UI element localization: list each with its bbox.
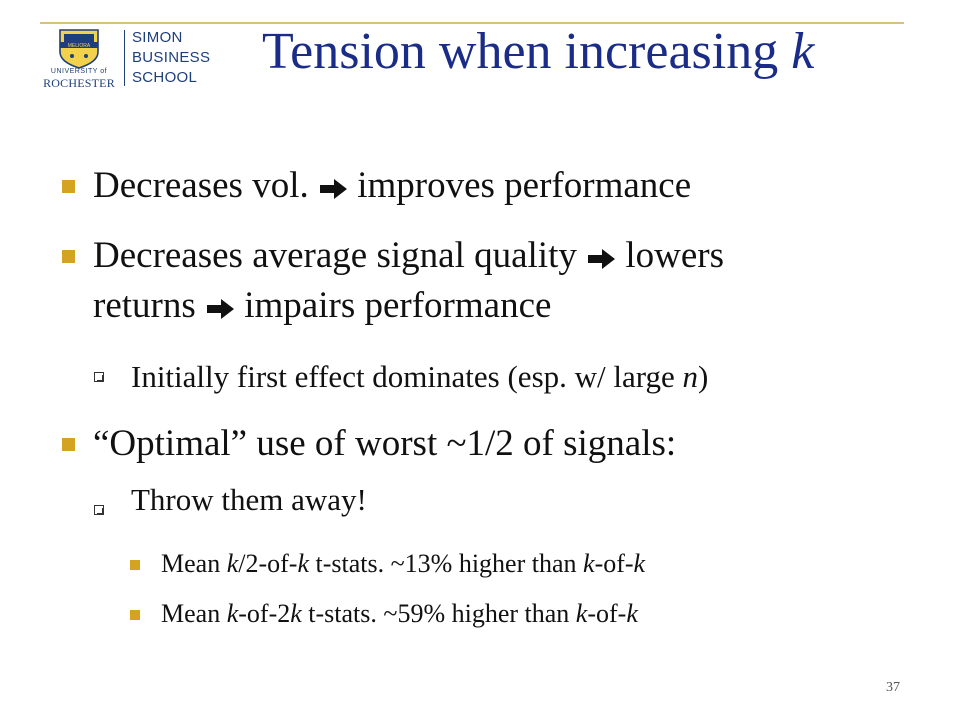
- bullet-icon: [62, 180, 75, 193]
- bullet-icon: [62, 250, 75, 263]
- slide-title: Tension when increasing k: [262, 22, 814, 81]
- bullet-1: Decreases vol. improves performance: [93, 163, 691, 209]
- sub-sub-bullet-2-text-a: Mean: [161, 599, 227, 628]
- bullet-icon: [130, 560, 140, 570]
- sub-sub-bullet-2-text-d: -of-: [587, 599, 627, 628]
- right-arrow-icon: [588, 248, 616, 269]
- sub-sub-bullet-1-var-2: k: [297, 549, 309, 578]
- sub-bullet-1-text-a: Initially first effect dominates (esp. w…: [131, 359, 683, 394]
- sub-sub-bullet-1: Mean k/2-of-k t-stats. ~13% higher than …: [161, 548, 645, 580]
- sub-bullet-1: Initially first effect dominates (esp. w…: [131, 358, 708, 396]
- bullet-3: “Optimal” use of worst ~1/2 of signals:: [93, 421, 676, 467]
- school-line-3: SCHOOL: [132, 69, 198, 86]
- sub-bullet-2: Throw them away!: [131, 481, 367, 519]
- sub-sub-bullet-1-text-c: t-stats. ~13% higher than: [309, 549, 584, 578]
- sub-sub-bullet-2-var-4: k: [626, 599, 638, 628]
- right-arrow-icon: [207, 298, 234, 319]
- simon-business-school-logo: MELIORA UNIVERSITY of ROCHESTER SIMON BU…: [38, 26, 256, 90]
- school-line-1: SIMON: [132, 29, 183, 46]
- page-number: 37: [886, 680, 900, 695]
- sub-sub-bullet-1-text-a: Mean: [161, 549, 227, 578]
- sub-sub-bullet-1-var-4: k: [633, 549, 646, 578]
- rochester-seal-icon: MELIORA: [59, 29, 99, 69]
- bullet-2-text-b: lowers: [616, 235, 725, 276]
- slide-title-text: Tension when increasing: [262, 23, 792, 80]
- bullet-icon: [130, 610, 140, 620]
- right-arrow-icon: [319, 178, 347, 199]
- bullet-2-text-a: Decreases average signal quality: [93, 235, 587, 276]
- sub-sub-bullet-2-text-b: -of-2: [238, 599, 291, 628]
- bullet-2-continuation: returns impairs performance: [93, 283, 551, 329]
- sub-sub-bullet-1-text-d: -of-: [594, 549, 634, 578]
- sub-sub-bullet-1-var-1: k: [226, 549, 239, 578]
- bullet-1-text-b: improves performance: [347, 165, 692, 206]
- sub-bullet-2-text: Throw them away!: [131, 482, 367, 517]
- sub-bullet-1-variable: n: [682, 359, 699, 394]
- sub-sub-bullet-2-var-2: k: [290, 599, 302, 628]
- bullet-2-text-d: impairs performance: [235, 285, 552, 326]
- sub-sub-bullet-2-var-1: k: [226, 599, 239, 628]
- sub-sub-bullet-1-text-b: /2-of-: [238, 549, 298, 578]
- sub-sub-bullet-2-var-3: k: [575, 599, 588, 628]
- logo-divider: [124, 30, 125, 86]
- school-name: SIMON BUSINESS SCHOOL: [132, 28, 210, 88]
- university-name: ROCHESTER: [43, 76, 115, 90]
- slide-title-variable: k: [791, 23, 815, 80]
- bullet-2-text-c: returns: [93, 285, 205, 326]
- bullet-1-text-a: Decreases vol.: [93, 165, 318, 206]
- school-line-2: BUSINESS: [132, 49, 211, 66]
- sub-bullet-1-text-b: ): [698, 359, 709, 394]
- header-rule: [40, 22, 904, 24]
- bullet-icon: [62, 438, 75, 451]
- bullet-2: Decreases average signal quality lowers: [93, 233, 724, 279]
- sub-sub-bullet-2: Mean k-of-2k t-stats. ~59% higher than k…: [161, 598, 638, 630]
- university-of-label: UNIVERSITY of: [50, 68, 108, 75]
- seal-text: MELIORA: [68, 43, 91, 49]
- sub-sub-bullet-2-text-c: t-stats. ~59% higher than: [301, 599, 576, 628]
- box-bullet-icon: [94, 372, 104, 382]
- box-bullet-icon: [94, 505, 104, 515]
- sub-sub-bullet-1-var-3: k: [583, 549, 595, 578]
- bullet-3-text: “Optimal” use of worst ~1/2 of signals:: [93, 423, 677, 464]
